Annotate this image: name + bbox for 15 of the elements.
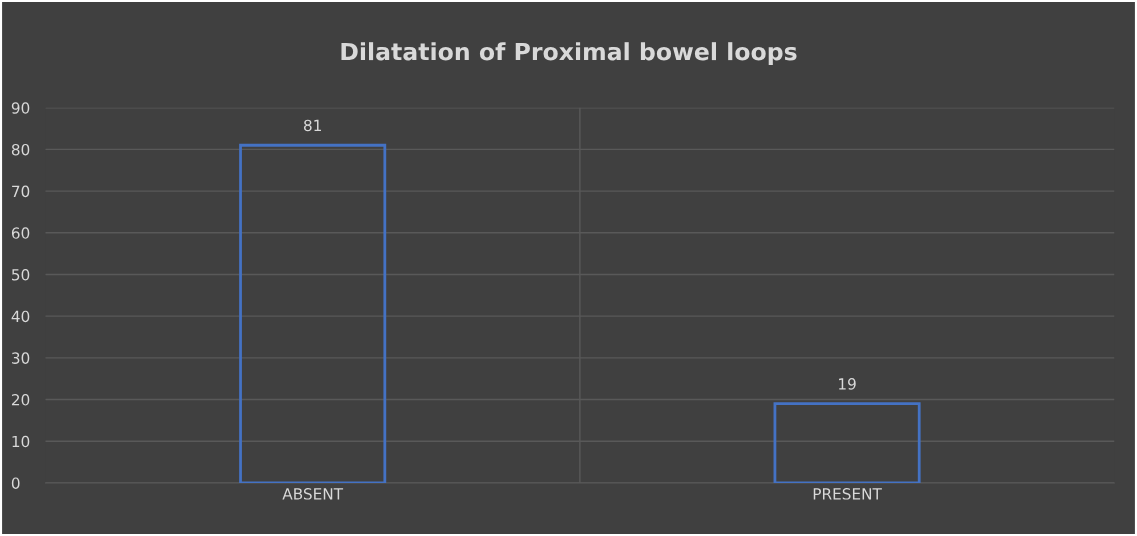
x-tick-label: PRESENT (813, 488, 882, 500)
y-tick-label: 50 (12, 268, 30, 281)
y-tick-label: 40 (11, 310, 30, 323)
y-tick-label: 0 (11, 477, 20, 489)
y-tick-label: 60 (11, 227, 30, 239)
y-tick-label: 20 (11, 394, 30, 406)
y-tick-label: 30 (12, 352, 30, 364)
chart-title: Dilatation of Proximal bowel loops (341, 42, 797, 66)
y-tick-label: 10 (12, 435, 30, 448)
data-label: 19 (839, 378, 856, 390)
y-tick-label: 90 (11, 102, 30, 114)
x-tick-label: ABSENT (282, 488, 344, 500)
y-tick-label: 70 (12, 185, 30, 198)
y-tick-label: 80 (11, 143, 30, 156)
data-label: 81 (303, 119, 321, 132)
